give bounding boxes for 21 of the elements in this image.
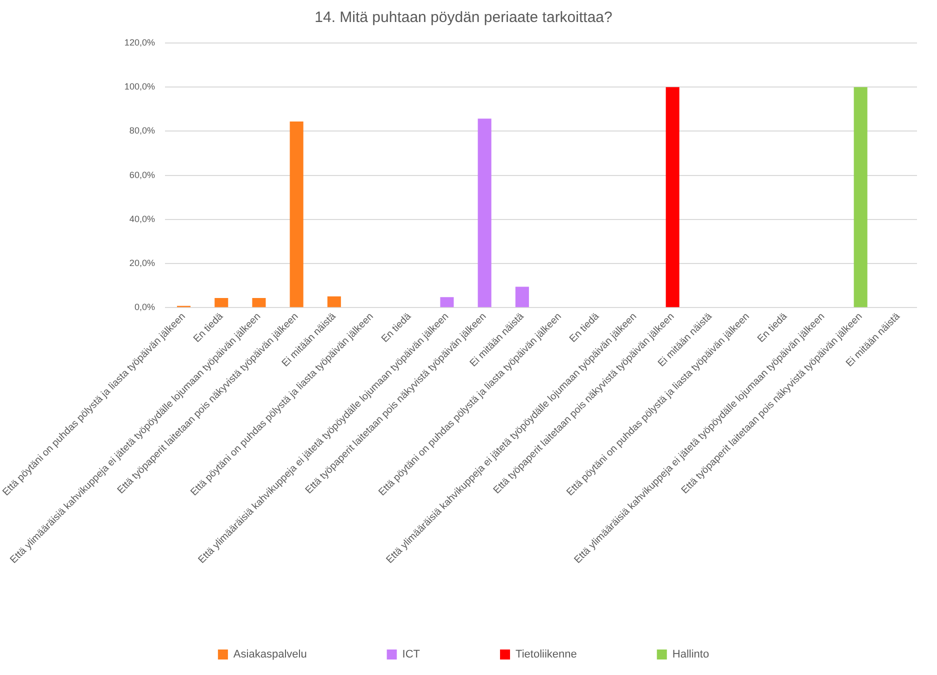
bar xyxy=(854,87,868,308)
bar xyxy=(478,118,492,308)
legend-label: Tietoliikenne xyxy=(516,648,577,661)
y-tick-label: 40,0% xyxy=(129,214,155,224)
y-tick-label: 80,0% xyxy=(129,126,155,136)
y-tick-label: 60,0% xyxy=(129,170,155,180)
legend-label: Asiakaspalvelu xyxy=(233,648,307,661)
bar xyxy=(666,87,680,308)
bar xyxy=(515,286,529,308)
bar xyxy=(440,297,454,308)
y-tick-label: 120,0% xyxy=(124,37,155,48)
legend-label: Hallinto xyxy=(672,648,710,661)
bar xyxy=(252,298,266,308)
bar xyxy=(290,122,304,308)
bar xyxy=(214,298,228,308)
chart-title: 14. Mitä puhtaan pöydän periaate tarkoittaa? xyxy=(314,9,612,26)
y-tick-label: 20,0% xyxy=(129,258,155,268)
y-tick-label: 0,0% xyxy=(134,302,155,312)
legend-label: ICT xyxy=(402,648,420,661)
bar xyxy=(327,296,341,308)
y-tick-label: 100,0% xyxy=(124,82,155,92)
